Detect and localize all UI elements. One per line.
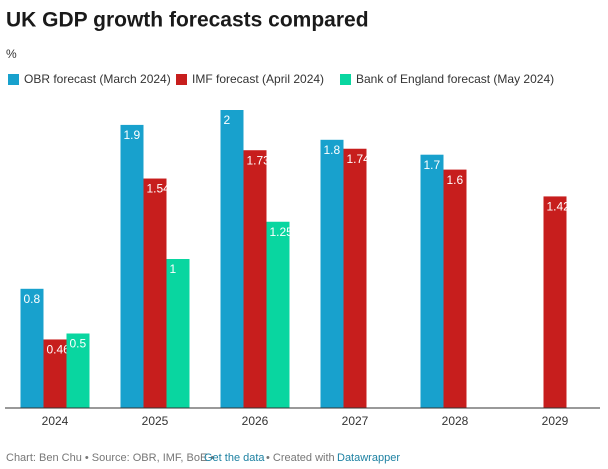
value-label: 1.74 (347, 152, 371, 166)
bar (66, 333, 90, 408)
bar (420, 154, 444, 408)
bar (266, 221, 290, 408)
data-link[interactable]: Get the data (204, 452, 265, 464)
bar (20, 288, 44, 408)
legend-swatch (176, 74, 187, 85)
value-label: 2 (224, 113, 231, 127)
chart-subtitle: % (6, 47, 17, 61)
x-tick-label: 2025 (142, 414, 169, 428)
bar (220, 110, 244, 408)
value-label: 1.73 (247, 153, 271, 167)
value-label: 1.6 (447, 173, 464, 187)
value-label: 0.5 (70, 337, 87, 351)
legend-label: OBR forecast (March 2024) (24, 72, 171, 86)
bar (320, 139, 344, 409)
footer-source: Chart: Ben Chu • Source: OBR, IMF, BoE • (6, 452, 214, 464)
bar (243, 150, 267, 409)
value-label: 0.46 (47, 343, 71, 357)
legend-swatch (8, 74, 19, 85)
value-label: 1.7 (424, 158, 441, 172)
x-tick-label: 2027 (342, 414, 369, 428)
legend-label: Bank of England forecast (May 2024) (356, 72, 554, 86)
bar (120, 124, 144, 409)
legend-swatch (340, 74, 351, 85)
bar (43, 339, 67, 408)
tool-link[interactable]: Datawrapper (337, 452, 400, 464)
x-tick-label: 2029 (542, 414, 569, 428)
value-label: 1.54 (147, 182, 171, 196)
value-label: 1 (170, 262, 177, 276)
x-tick-label: 2024 (42, 414, 69, 428)
bar (143, 178, 167, 408)
bar (166, 259, 190, 408)
chart-title: UK GDP growth forecasts compared (6, 9, 369, 32)
bar (443, 169, 467, 408)
value-label: 1.8 (324, 143, 341, 157)
value-label: 1.42 (547, 200, 571, 214)
value-label: 0.8 (24, 292, 41, 306)
value-label: 1.25 (270, 225, 294, 239)
x-tick-label: 2026 (242, 414, 269, 428)
value-label: 1.9 (124, 128, 141, 142)
bar (343, 148, 367, 409)
legend-label: IMF forecast (April 2024) (192, 72, 324, 86)
footer-created: • Created with (266, 452, 335, 464)
bar (543, 196, 567, 408)
x-tick-label: 2028 (442, 414, 469, 428)
